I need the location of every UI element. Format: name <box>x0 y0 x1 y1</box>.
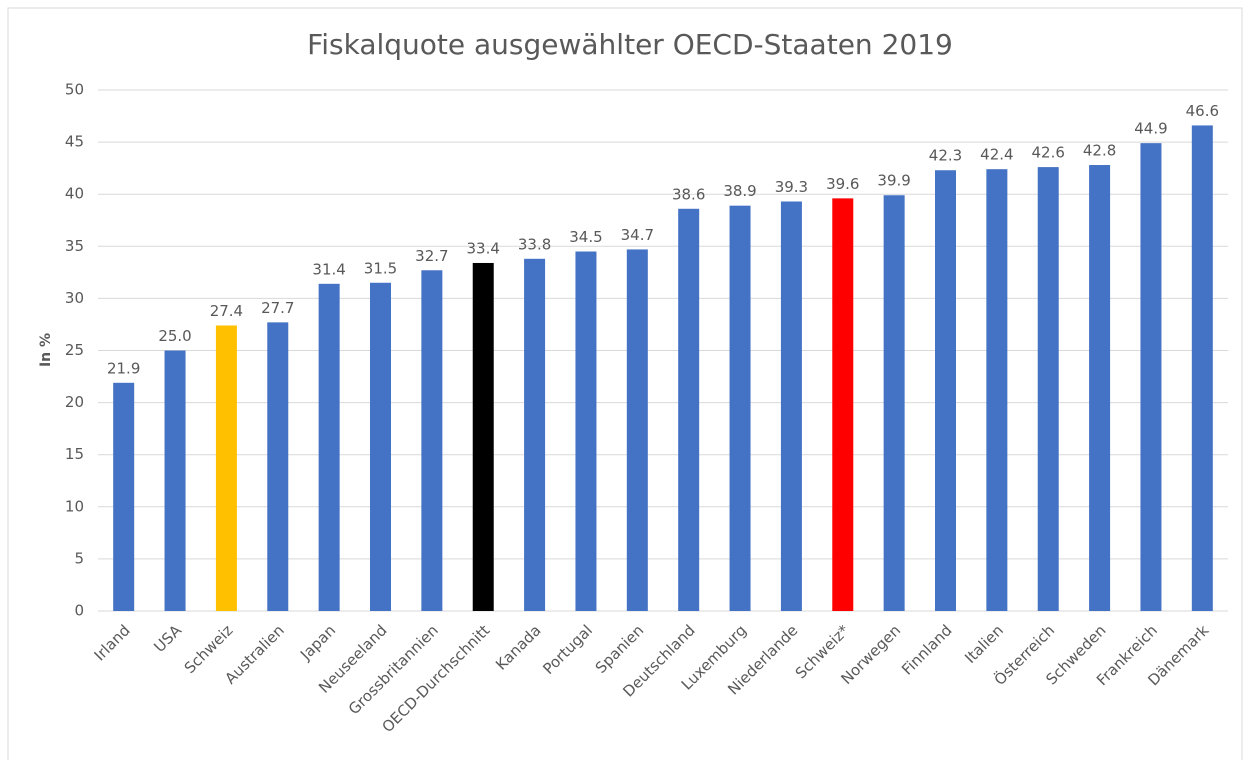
data-label: 42.8 <box>1083 142 1116 160</box>
bar <box>832 198 854 612</box>
data-label: 34.7 <box>621 226 654 244</box>
bar <box>678 208 700 611</box>
data-label: 42.3 <box>929 147 962 165</box>
bar <box>1191 125 1213 611</box>
data-label: 33.8 <box>518 235 551 253</box>
y-tick-label: 25 <box>65 341 84 359</box>
y-tick-label: 10 <box>65 497 84 515</box>
y-tick-label: 5 <box>74 549 84 567</box>
data-label: 39.3 <box>775 178 808 196</box>
y-tick-label: 45 <box>65 133 84 151</box>
y-tick-label: 20 <box>65 393 84 411</box>
bar <box>472 262 494 611</box>
y-tick-label: 30 <box>65 289 84 307</box>
data-label: 39.6 <box>826 175 859 193</box>
bar <box>883 195 905 611</box>
chart-title: Fiskalquote ausgewählter OECD-Staaten 20… <box>307 28 953 61</box>
y-axis-label: In % <box>38 333 54 367</box>
data-label: 21.9 <box>107 359 140 377</box>
y-tick-label: 50 <box>65 81 84 99</box>
data-label: 27.7 <box>261 299 294 317</box>
bar <box>575 251 597 611</box>
data-label: 39.9 <box>877 172 910 190</box>
bar <box>729 205 751 612</box>
bar <box>1089 165 1111 612</box>
bar <box>780 201 802 611</box>
data-label: 33.4 <box>467 239 500 257</box>
y-tick-label: 0 <box>74 602 84 620</box>
data-label: 31.5 <box>364 259 397 277</box>
bar <box>318 283 340 611</box>
bar <box>524 258 546 611</box>
data-label: 38.6 <box>672 185 705 203</box>
y-tick-label: 15 <box>65 445 84 463</box>
bar <box>986 169 1008 611</box>
y-tick-label: 35 <box>65 237 84 255</box>
data-label: 31.4 <box>312 260 345 278</box>
bar <box>1140 143 1162 611</box>
bar <box>935 170 956 611</box>
bar <box>421 270 443 611</box>
bar <box>267 322 289 611</box>
data-label: 27.4 <box>210 302 243 320</box>
data-label: 44.9 <box>1134 120 1167 138</box>
data-label: 25.0 <box>158 327 191 345</box>
bar <box>215 325 237 611</box>
data-label: 34.5 <box>569 228 602 246</box>
data-label: 46.6 <box>1186 102 1219 120</box>
data-label: 42.6 <box>1032 144 1065 162</box>
data-label: 42.4 <box>980 146 1013 164</box>
bar <box>370 282 391 611</box>
bar <box>113 382 135 611</box>
data-label: 38.9 <box>723 182 756 200</box>
y-tick-label: 40 <box>65 185 84 203</box>
chart-frame <box>7 7 1243 760</box>
bar <box>1037 167 1059 611</box>
data-label: 32.7 <box>415 247 448 265</box>
bar <box>626 249 648 611</box>
bar <box>164 350 186 611</box>
